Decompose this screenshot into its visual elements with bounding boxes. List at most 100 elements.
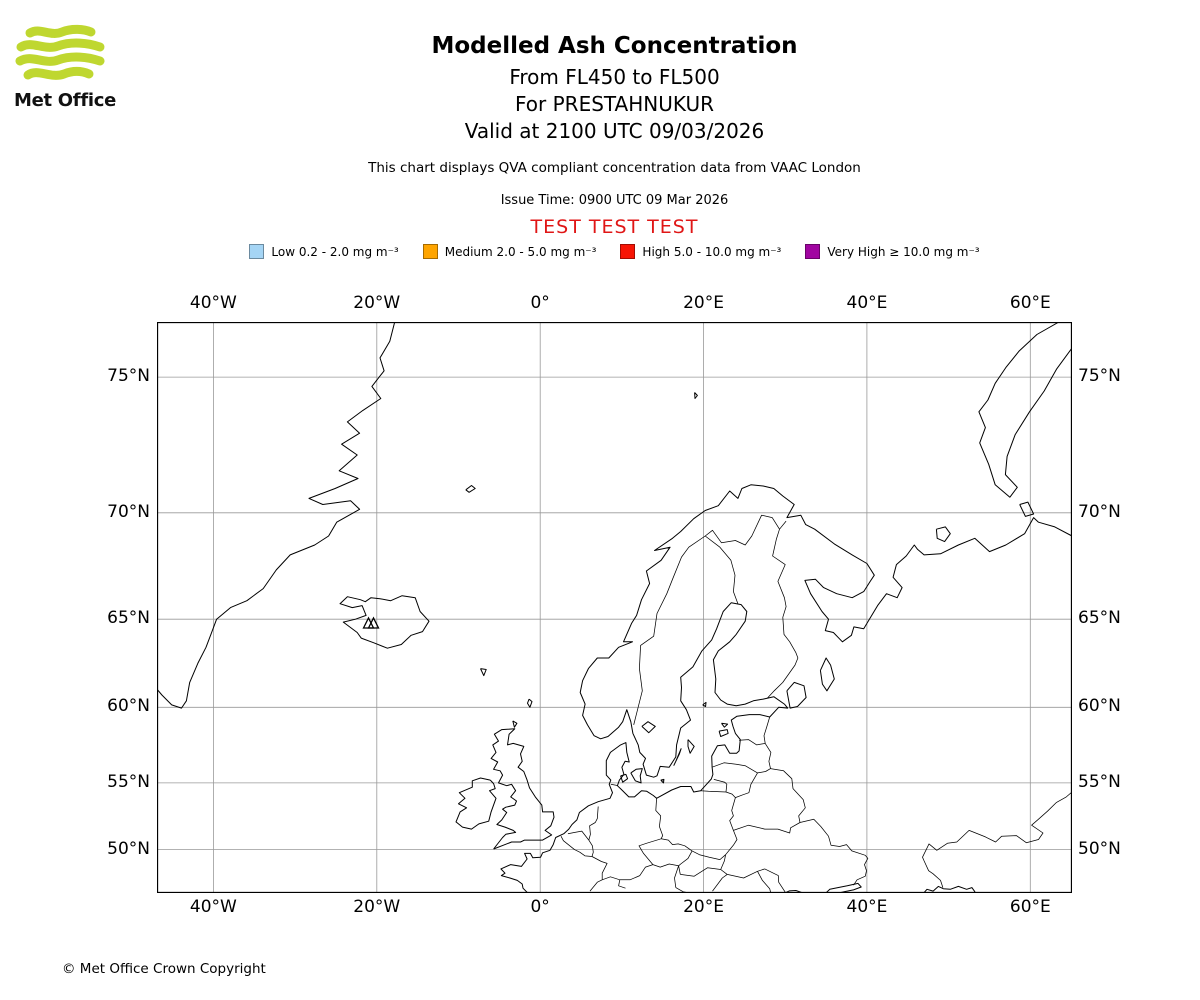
volcano-name-line: For PRESTAHNUKUR: [515, 92, 714, 116]
met-office-logo: Met Office: [14, 24, 144, 111]
country-border: [799, 818, 869, 886]
legend-swatch-medium: [422, 244, 438, 259]
y-tick-left: 65°N: [107, 608, 150, 629]
y-tick-right: 60°N: [1078, 696, 1121, 717]
x-tick-top: 0°: [530, 293, 550, 313]
y-tick-right: 70°N: [1078, 501, 1121, 522]
legend-item-high: High 5.0 - 10.0 mg m⁻³: [620, 244, 781, 259]
coastline: [978, 322, 1072, 498]
map-area: [156, 321, 1073, 894]
country-border: [618, 879, 626, 889]
coastline: [157, 322, 396, 709]
issue-time: Issue Time: 0900 UTC 09 Mar 2026: [500, 193, 729, 208]
country-border: [704, 535, 739, 604]
coastline: [673, 748, 682, 766]
country-border: [764, 743, 772, 769]
country-border: [567, 830, 590, 841]
qva-description: This chart displays QVA compliant concen…: [368, 160, 861, 176]
country-border: [727, 868, 765, 879]
country-border: [713, 779, 728, 793]
y-tick-right: 75°N: [1078, 366, 1121, 387]
coastline: [660, 778, 665, 784]
country-border: [610, 783, 618, 786]
country-border: [767, 529, 799, 699]
x-tick-bottom: 60°E: [1009, 897, 1051, 917]
x-tick-top: 40°W: [189, 293, 237, 313]
country-border: [763, 716, 771, 744]
met-office-logo-text: Met Office: [14, 90, 117, 111]
country-border: [757, 768, 771, 774]
y-tick-left: 70°N: [107, 501, 150, 522]
coastline: [641, 721, 656, 734]
legend: Low 0.2 - 2.0 mg m⁻³ Medium 2.0 - 5.0 mg …: [157, 244, 1072, 259]
country-border: [704, 514, 787, 546]
coastline: [480, 668, 487, 677]
country-border: [691, 850, 726, 860]
country-border: [678, 850, 693, 867]
country-border: [764, 868, 787, 893]
coastline: [923, 885, 977, 893]
country-border: [770, 768, 806, 823]
country-border: [591, 856, 608, 880]
coastline: [465, 485, 476, 493]
coastline: [786, 681, 807, 709]
coastline: [490, 728, 555, 850]
x-tick-top: 20°E: [683, 293, 724, 313]
x-tick-top: 40°E: [846, 293, 888, 313]
y-tick-right: 55°N: [1078, 771, 1121, 792]
country-border: [633, 535, 706, 725]
legend-label-high: High 5.0 - 10.0 mg m⁻³: [642, 244, 782, 259]
legend-label-medium: Medium 2.0 - 5.0 mg m⁻³: [444, 244, 597, 259]
y-tick-left: 50°N: [107, 838, 150, 859]
coastline: [339, 595, 430, 649]
country-border: [711, 762, 758, 774]
coastline: [694, 392, 698, 399]
country-border: [922, 791, 1072, 888]
x-tick-bottom: 40°E: [846, 897, 888, 917]
country-border: [655, 798, 664, 839]
country-border: [652, 863, 679, 868]
y-tick-left: 55°N: [107, 771, 150, 792]
legend-swatch-high: [620, 244, 636, 259]
y-tick-right: 65°N: [1078, 608, 1121, 629]
legend-item-medium: Medium 2.0 - 5.0 mg m⁻³: [422, 244, 597, 259]
coastline: [512, 720, 518, 728]
y-tick-left: 75°N: [107, 366, 150, 387]
coastline: [620, 773, 629, 783]
x-tick-top: 60°E: [1009, 293, 1051, 313]
country-border: [725, 830, 738, 855]
legend-swatch-low: [249, 244, 265, 259]
country-border: [588, 839, 594, 857]
country-border: [712, 874, 728, 892]
flight-level-line: From FL450 to FL500: [509, 65, 720, 89]
coastline: [500, 484, 1072, 893]
valid-time-line: Valid at 2100 UTC 09/03/2026: [464, 119, 765, 143]
country-border: [589, 876, 620, 892]
volcano-marker-prestahnukur: [367, 616, 380, 629]
legend-label-very-high: Very High ≥ 10.0 mg m⁻³: [827, 244, 980, 259]
coastline: [702, 701, 707, 707]
country-border: [725, 791, 736, 798]
country-border: [680, 867, 721, 877]
country-border: [729, 797, 736, 831]
country-border: [588, 806, 599, 841]
coastline: [687, 739, 695, 754]
x-tick-bottom: 20°E: [683, 897, 724, 917]
coastline: [1019, 501, 1035, 517]
test-banner: TEST TEST TEST: [530, 216, 699, 238]
map-frame: [156, 321, 1073, 894]
legend-label-low: Low 0.2 - 2.0 mg m⁻³: [271, 244, 399, 259]
country-border: [678, 865, 681, 875]
country-border: [700, 790, 727, 793]
coastline: [455, 777, 497, 830]
coastline: [721, 722, 729, 728]
country-border: [674, 865, 679, 888]
country-border: [720, 869, 728, 875]
country-border: [661, 838, 693, 852]
x-tick-top: 20°W: [353, 293, 401, 313]
country-border: [720, 854, 726, 870]
legend-item-low: Low 0.2 - 2.0 mg m⁻³: [249, 244, 399, 259]
x-tick-bottom: 20°W: [353, 897, 401, 917]
coastline: [819, 657, 835, 692]
country-border: [733, 822, 801, 834]
